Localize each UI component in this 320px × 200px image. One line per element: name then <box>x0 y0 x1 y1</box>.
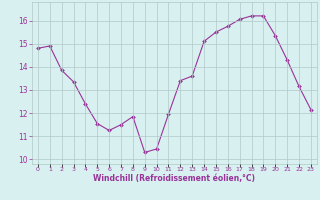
X-axis label: Windchill (Refroidissement éolien,°C): Windchill (Refroidissement éolien,°C) <box>93 174 255 183</box>
